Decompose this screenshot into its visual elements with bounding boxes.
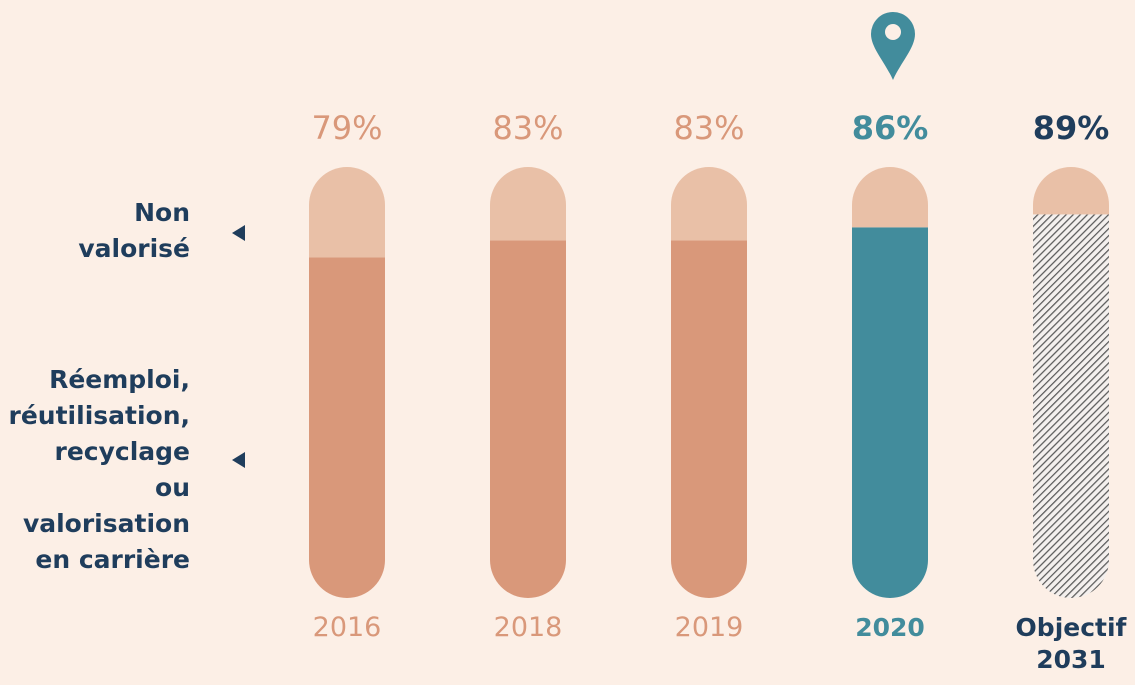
bar-segment [1033, 167, 1109, 215]
bar-segment [671, 240, 747, 598]
bar-segment [852, 227, 928, 598]
x-tick-label: 2019 [674, 612, 744, 643]
x-tick-label: 2016 [312, 612, 382, 643]
value-label: 79% [311, 109, 383, 147]
value-label: 83% [673, 109, 745, 147]
legend-label: Non valorisé [78, 198, 190, 263]
legend-arrow [232, 225, 245, 241]
bar-segment [490, 240, 566, 598]
bar-segment [309, 257, 385, 598]
bar-group [1033, 167, 1109, 598]
bar-group [309, 167, 385, 598]
value-label: 86% [851, 109, 929, 147]
location-pin [871, 12, 915, 80]
bar-group [490, 167, 566, 598]
bar-segment [852, 167, 928, 228]
bar-segment [490, 167, 566, 241]
value-label: 89% [1032, 109, 1110, 147]
bar-segment [1033, 214, 1109, 598]
x-tick-label: Objectif 2031 [1015, 613, 1127, 674]
bar-group [671, 167, 747, 598]
legend-arrow [232, 452, 245, 468]
bar-segment [309, 167, 385, 258]
bar-group [852, 167, 928, 598]
legend-label: Réemploi, réutilisation, recyclage ou va… [8, 365, 190, 574]
x-tick-label: 2020 [855, 613, 925, 642]
x-tick-label: 2018 [493, 612, 563, 643]
value-label: 83% [492, 109, 564, 147]
bar-segment [671, 167, 747, 241]
